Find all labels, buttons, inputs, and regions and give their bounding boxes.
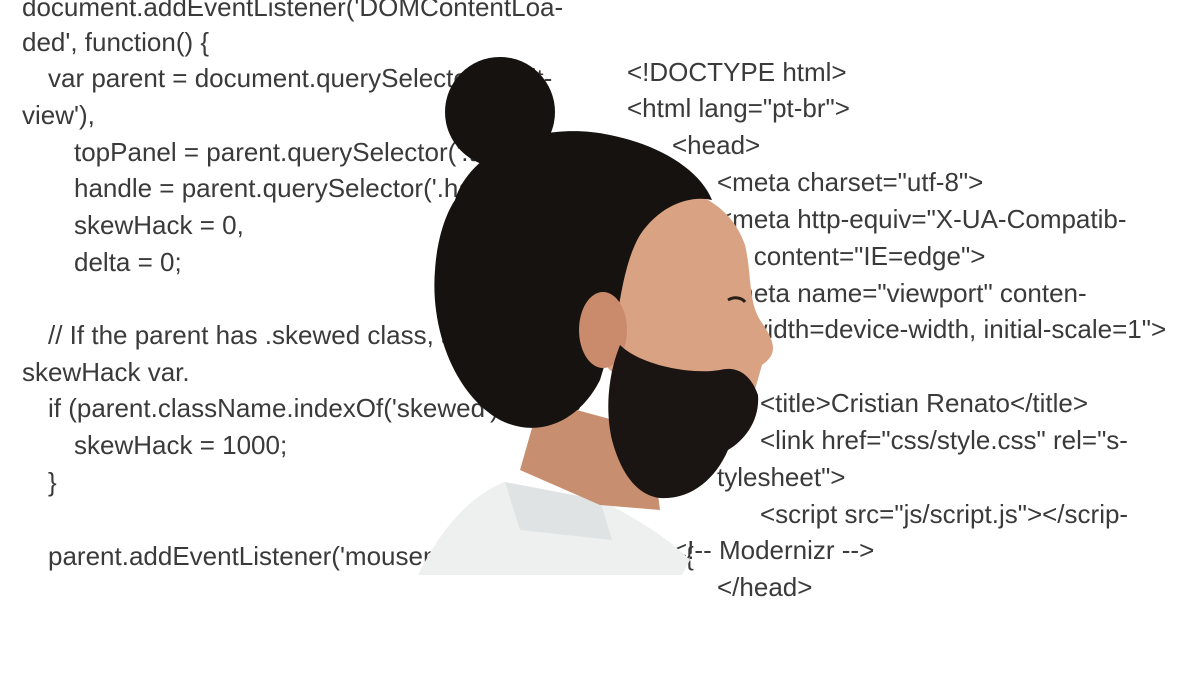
beard: [608, 345, 759, 499]
code-line: t="width=device-width, initial-scale=1">: [717, 314, 1167, 344]
code-line: <!DOCTYPE html>: [627, 57, 847, 87]
eye: [727, 296, 747, 304]
code-line: <meta charset="utf-8">: [717, 167, 984, 197]
code-line: tylesheet">: [717, 462, 846, 492]
code-line: <head>: [672, 130, 761, 160]
hair: [434, 131, 712, 428]
hair-bun: [445, 57, 555, 167]
code-line: <link href="css/style.css" rel="s-: [760, 425, 1128, 455]
code-line: document.addEventListener('DOMContentLoa…: [22, 0, 564, 22]
code-line: skewHack = 1000;: [74, 430, 288, 460]
code-line: delta = 0;: [74, 247, 182, 277]
code-line: <title>Cristian Renato</title>: [760, 388, 1089, 418]
code-line: view'),: [22, 100, 95, 130]
code-line: skewHack var.: [22, 357, 190, 387]
code-line: }: [48, 467, 57, 497]
code-line: <script src="js/script.js"></scrip-: [760, 499, 1129, 529]
shirt-shade: [505, 482, 612, 540]
code-line: <!-- Modernizr -->: [672, 535, 875, 565]
code-line: skewHack = 0,: [74, 210, 244, 240]
ear: [579, 292, 627, 368]
code-line: ded', function() {: [22, 27, 210, 57]
code-line: <html lang="pt-br">: [627, 93, 850, 123]
hair-tie: [490, 135, 540, 170]
code-line: </head>: [717, 572, 813, 602]
code-line: <meta http-equiv="X-UA-Compatib-: [717, 204, 1127, 234]
